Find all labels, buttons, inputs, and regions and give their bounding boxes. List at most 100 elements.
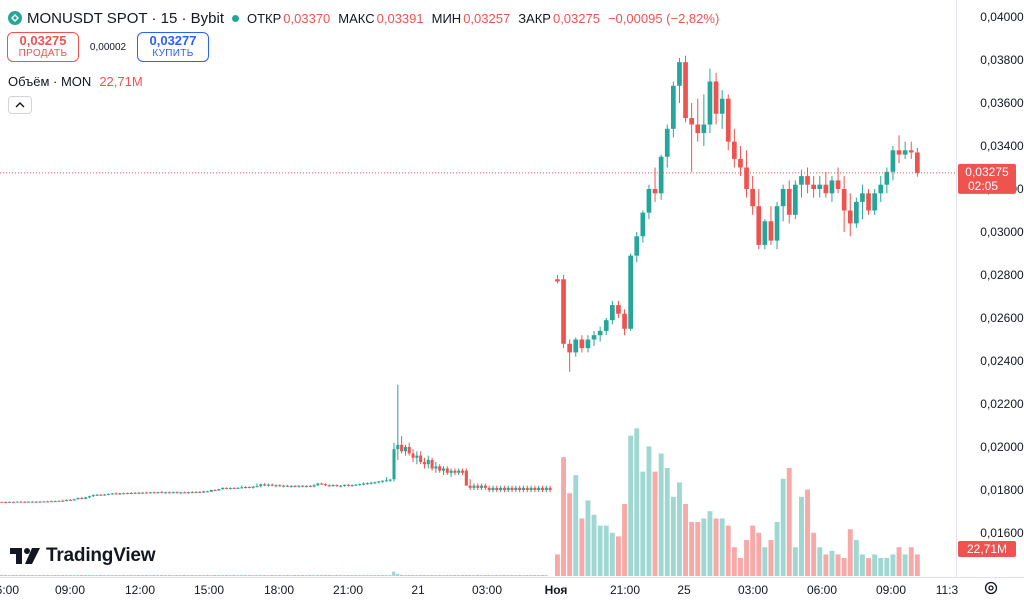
candle-body[interactable] xyxy=(426,459,430,465)
candle-body[interactable] xyxy=(902,150,908,155)
candle-body[interactable] xyxy=(499,487,503,490)
candle-body[interactable] xyxy=(228,488,232,490)
candle-body[interactable] xyxy=(343,484,347,486)
candle-body[interactable] xyxy=(19,501,23,503)
tradingview-logo[interactable]: TradingView xyxy=(10,545,156,567)
candle-body[interactable] xyxy=(282,485,286,487)
candle-body[interactable] xyxy=(854,201,859,224)
candle-body[interactable] xyxy=(293,485,297,487)
candle-body[interactable] xyxy=(896,150,902,155)
candle-body[interactable] xyxy=(540,487,545,490)
candle-body[interactable] xyxy=(510,487,514,490)
candle-body[interactable] xyxy=(407,447,411,454)
candle-body[interactable] xyxy=(537,487,541,490)
candle-body[interactable] xyxy=(297,485,301,487)
candle-body[interactable] xyxy=(312,485,316,487)
candle-body[interactable] xyxy=(603,320,609,331)
candle-body[interactable] xyxy=(908,150,914,153)
candle-body[interactable] xyxy=(890,150,896,172)
candle-body[interactable] xyxy=(137,492,141,494)
candle-body[interactable] xyxy=(884,171,890,185)
candle-body[interactable] xyxy=(381,480,385,482)
candle-body[interactable] xyxy=(732,141,737,159)
candle-body[interactable] xyxy=(529,487,533,490)
candle-body[interactable] xyxy=(301,485,305,487)
candle-body[interactable] xyxy=(205,491,209,493)
candle-body[interactable] xyxy=(369,482,373,484)
candle-body[interactable] xyxy=(164,492,168,494)
candle-body[interactable] xyxy=(377,481,381,483)
candle-body[interactable] xyxy=(42,501,46,503)
candle-body[interactable] xyxy=(266,484,270,486)
candle-body[interactable] xyxy=(799,176,804,185)
candle-body[interactable] xyxy=(122,493,126,495)
candle-body[interactable] xyxy=(244,486,248,488)
candle-body[interactable] xyxy=(339,485,343,487)
candle-body[interactable] xyxy=(57,500,61,502)
candle-body[interactable] xyxy=(434,466,438,469)
candle-body[interactable] xyxy=(91,495,95,497)
candle-body[interactable] xyxy=(725,98,731,142)
candle-body[interactable] xyxy=(823,184,829,194)
candle-body[interactable] xyxy=(190,492,194,494)
candle-body[interactable] xyxy=(61,500,65,502)
candle-body[interactable] xyxy=(579,339,585,349)
candle-body[interactable] xyxy=(76,497,80,500)
candle-body[interactable] xyxy=(38,501,42,503)
candle-body[interactable] xyxy=(156,492,160,494)
candle-body[interactable] xyxy=(430,459,434,469)
candle-body[interactable] xyxy=(7,501,12,503)
candle-body[interactable] xyxy=(289,485,293,487)
candle-body[interactable] xyxy=(468,485,472,488)
candle-body[interactable] xyxy=(11,501,15,503)
candle-body[interactable] xyxy=(53,501,57,503)
candle-body[interactable] xyxy=(183,492,187,494)
candle-body[interactable] xyxy=(358,483,362,485)
candle-body[interactable] xyxy=(472,485,476,488)
candle-body[interactable] xyxy=(518,487,522,490)
candle-body[interactable] xyxy=(774,206,780,241)
candle-body[interactable] xyxy=(878,184,884,194)
candle-body[interactable] xyxy=(240,487,244,489)
candle-body[interactable] xyxy=(365,483,369,485)
candle-body[interactable] xyxy=(23,501,27,503)
candle-body[interactable] xyxy=(480,485,484,488)
candle-body[interactable] xyxy=(866,193,871,211)
candle-body[interactable] xyxy=(487,487,491,490)
candle-body[interactable] xyxy=(179,492,183,494)
candle-body[interactable] xyxy=(308,485,312,487)
candle-body[interactable] xyxy=(0,501,4,503)
candle-body[interactable] xyxy=(209,490,213,492)
candle-body[interactable] xyxy=(591,335,597,340)
candle-body[interactable] xyxy=(186,492,190,494)
candle-body[interactable] xyxy=(548,487,552,490)
candle-body[interactable] xyxy=(483,485,487,488)
candle-body[interactable] xyxy=(323,484,328,486)
candle-body[interactable] xyxy=(634,236,640,256)
candle-body[interactable] xyxy=(411,453,415,458)
candle-body[interactable] xyxy=(464,470,468,486)
candle-body[interactable] xyxy=(194,491,198,493)
candle-body[interactable] xyxy=(616,305,621,314)
candle-body[interactable] xyxy=(160,492,164,494)
candle-body[interactable] xyxy=(457,470,461,473)
collapse-legend-button[interactable] xyxy=(8,96,32,114)
candle-body[interactable] xyxy=(780,189,786,207)
candle-body[interactable] xyxy=(148,492,152,494)
candle-body[interactable] xyxy=(392,449,396,480)
candle-body[interactable] xyxy=(400,444,404,452)
candle-body[interactable] xyxy=(506,487,510,490)
candle-body[interactable] xyxy=(658,156,664,194)
candle-body[interactable] xyxy=(384,480,388,482)
candle-body[interactable] xyxy=(68,499,72,501)
candle-body[interactable] xyxy=(750,189,755,207)
candle-body[interactable] xyxy=(95,494,99,496)
candle-body[interactable] xyxy=(175,492,179,494)
candle-body[interactable] xyxy=(441,468,446,471)
candle-body[interactable] xyxy=(738,158,743,168)
buy-button[interactable]: 0,03277 КУПИТЬ xyxy=(137,32,209,62)
candle-body[interactable] xyxy=(585,339,591,349)
candle-body[interactable] xyxy=(521,487,525,490)
candle-body[interactable] xyxy=(274,485,278,487)
